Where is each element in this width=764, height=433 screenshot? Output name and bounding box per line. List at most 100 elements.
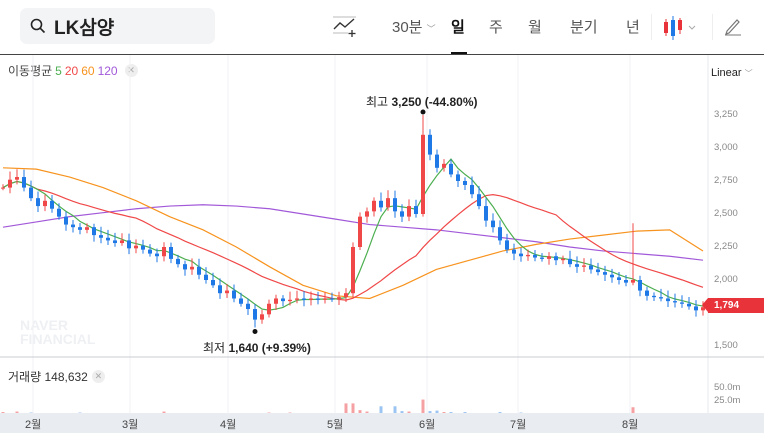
- candle: [330, 298, 334, 300]
- ma20-line: [2, 180, 704, 301]
- candle: [204, 274, 208, 280]
- tab-year[interactable]: 년: [626, 19, 640, 36]
- candle: [491, 220, 495, 228]
- volume-tick: 25.0m: [714, 395, 741, 406]
- month-label: 6월: [419, 419, 436, 431]
- tab-day[interactable]: 일: [451, 19, 465, 36]
- candle: [176, 258, 180, 265]
- candle: [512, 249, 516, 254]
- candle: [568, 258, 572, 265]
- candle: [344, 293, 348, 298]
- candle: [547, 256, 551, 259]
- volume-bar: [15, 411, 19, 413]
- volume-bar: [393, 406, 397, 413]
- ma5-label: 5: [55, 63, 62, 78]
- candlestick-icon[interactable]: [663, 16, 701, 40]
- chevron-down-icon: ﹀: [744, 69, 753, 78]
- candle: [134, 245, 138, 249]
- time-axis[interactable]: [0, 413, 764, 433]
- candle: [1, 187, 5, 189]
- candle: [99, 235, 103, 238]
- candle: [694, 306, 698, 311]
- candle: [302, 298, 306, 300]
- candle: [456, 174, 460, 181]
- candle: [505, 240, 509, 250]
- price-tick: 2,250: [714, 241, 738, 252]
- price-tick: 2,000: [714, 274, 738, 285]
- volume-bar: [498, 412, 502, 413]
- candle: [379, 200, 383, 208]
- scale-label: Linear: [711, 67, 742, 79]
- price-tick: 1,500: [714, 340, 738, 351]
- volume-bar: [1, 412, 5, 413]
- high-annotation: 최고 3,250 (-44.80%): [366, 95, 478, 109]
- scale-dropdown[interactable]: Linear ﹀: [711, 67, 753, 79]
- volume-bar: [400, 411, 404, 413]
- month-label: 4월: [220, 419, 237, 431]
- candle: [225, 290, 229, 294]
- volume-bar: [428, 411, 432, 413]
- candle: [211, 280, 215, 286]
- candle: [15, 177, 19, 180]
- interval-dropdown[interactable]: 30분 ﹀: [392, 16, 436, 37]
- candle: [64, 216, 68, 225]
- pencil-icon[interactable]: [723, 16, 743, 36]
- candle: [484, 206, 488, 221]
- price-tick: 2,500: [714, 208, 738, 219]
- close-icon[interactable]: ✕: [91, 370, 105, 383]
- volume-legend: 거래량 148,632 ✕: [8, 368, 105, 385]
- candle: [162, 247, 166, 257]
- candle: [106, 237, 110, 241]
- candle: [8, 179, 12, 188]
- candle: [407, 206, 411, 217]
- candle: [603, 272, 607, 275]
- candle: [197, 266, 201, 275]
- volume-bar: [421, 399, 425, 413]
- candle: [50, 200, 54, 209]
- volume-bar: [631, 407, 635, 413]
- price-chart[interactable]: [0, 55, 764, 433]
- candle: [36, 198, 40, 207]
- search-query: LK삼양: [54, 17, 115, 39]
- volume-bar: [358, 410, 362, 413]
- volume-bar: [379, 406, 383, 413]
- candle: [435, 154, 439, 168]
- moving-average-legend: 이동평균 5 20 60 120 ✕: [8, 62, 138, 79]
- volume-bar: [162, 411, 166, 413]
- candle: [589, 265, 593, 270]
- price-tick: 2,750: [714, 175, 738, 186]
- candle: [596, 269, 600, 273]
- candle: [449, 163, 453, 175]
- candle: [288, 299, 292, 302]
- candle: [92, 227, 96, 236]
- ma60-label: 60: [81, 63, 95, 78]
- candle: [239, 298, 243, 304]
- low-annotation: 최저 1,640 (+9.39%): [203, 341, 311, 355]
- add-indicator-icon[interactable]: [332, 16, 358, 38]
- tab-quarter[interactable]: 분기: [570, 19, 598, 36]
- candle: [659, 297, 663, 299]
- candle: [155, 253, 159, 257]
- candle: [274, 298, 278, 304]
- candle: [323, 298, 327, 300]
- candle: [526, 254, 530, 257]
- candle: [393, 198, 397, 212]
- candle: [85, 227, 89, 230]
- tab-week[interactable]: 주: [489, 19, 503, 36]
- volume-bar: [442, 412, 446, 413]
- tab-month[interactable]: 월: [528, 19, 542, 36]
- candle: [232, 290, 236, 299]
- candle: [540, 257, 544, 259]
- close-icon[interactable]: ✕: [124, 64, 138, 77]
- candle: [78, 227, 82, 230]
- candle: [57, 208, 61, 217]
- candle: [113, 240, 117, 244]
- candle: [680, 302, 684, 304]
- candle: [267, 303, 271, 315]
- month-label: 3월: [122, 419, 139, 431]
- candle: [582, 265, 586, 267]
- candle: [519, 253, 523, 257]
- candle: [365, 211, 369, 217]
- ma20-label: 20: [64, 63, 79, 78]
- search-box[interactable]: LK삼양: [20, 8, 215, 44]
